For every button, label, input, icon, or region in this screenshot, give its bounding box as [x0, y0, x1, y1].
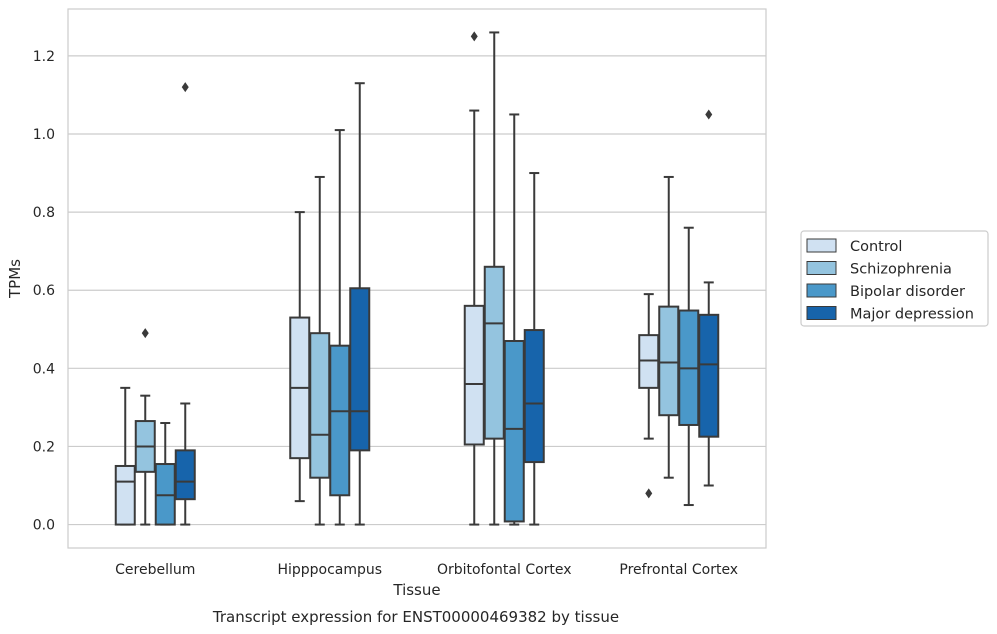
outlier-point: [645, 488, 653, 499]
legend-frame: [800, 230, 989, 327]
box-body: [349, 287, 371, 452]
y-tick-label: 0.8: [33, 205, 55, 221]
box-0-2: [154, 422, 176, 526]
box-3-1: [658, 175, 680, 479]
x-tick-label: Cerebellum: [115, 562, 195, 578]
box-body: [523, 329, 545, 464]
box-3-3: [698, 109, 720, 487]
legend-entry-label: Control: [850, 239, 902, 255]
box-body: [309, 332, 331, 479]
box-body: [174, 449, 196, 501]
chart-caption: Transcript expression for ENST0000046938…: [212, 608, 619, 626]
box-body: [503, 339, 525, 523]
x-axis-ticks: Cerebellum Hipppocampus Orbitofontal Corte…: [115, 562, 738, 578]
y-tick-label: 0.2: [33, 439, 55, 455]
box-2-2: [503, 113, 525, 526]
x-tick-label: Prefrontal Cortex: [619, 562, 738, 578]
legend-swatch: [806, 261, 837, 275]
box-1-0: [289, 211, 311, 503]
legend-entry-label: Bipolar disorder: [850, 284, 965, 300]
y-tick-label: 0.4: [33, 361, 55, 377]
y-tick-label: 1.0: [33, 127, 55, 143]
box-2-3: [523, 172, 545, 526]
legend-swatch: [806, 283, 837, 298]
y-axis-label: TPMs: [6, 259, 24, 299]
box-3-2: [678, 226, 700, 507]
y-tick-label: 0.0: [33, 518, 55, 534]
box-0-0: [114, 386, 136, 526]
y-tick-label: 1.2: [33, 49, 55, 65]
outlier-point: [470, 31, 478, 42]
box-0-3: [174, 82, 196, 526]
box-body: [658, 305, 680, 417]
legend: Control Schizophrenia Bipolar disorder Majo…: [800, 230, 989, 327]
box-body: [114, 464, 136, 526]
box-3-0: [638, 293, 660, 499]
legend-swatch: [806, 306, 837, 320]
box-body: [698, 313, 720, 438]
box-1-1: [309, 175, 331, 526]
x-tick-label: Hipppocampus: [277, 562, 382, 578]
box-0-1: [134, 328, 156, 526]
y-axis-ticks: 0.0 0.2 0.4 0.6 0.8 1.0 1.2: [33, 49, 55, 534]
legend-entry-label: Major depression: [850, 307, 974, 323]
outlier-point: [181, 82, 189, 93]
box-body: [329, 344, 351, 497]
x-axis-label: Tissue: [392, 581, 440, 599]
plot-frame: [67, 8, 767, 549]
x-tick-label: Orbitofontal Cortex: [437, 562, 572, 578]
y-tick-label: 0.6: [33, 283, 55, 299]
box-1-2: [329, 129, 351, 526]
legend-entry-label: Schizophrenia: [850, 262, 952, 278]
outlier-point: [141, 328, 149, 339]
legend-swatch: [806, 238, 837, 253]
box-1-3: [349, 82, 371, 526]
box-2-1: [483, 31, 505, 526]
outlier-point: [705, 109, 713, 120]
box-body: [483, 265, 505, 440]
box-2-0: [463, 31, 485, 526]
box-plot-area: [114, 31, 720, 526]
gridlines: [68, 55, 766, 526]
box-body: [463, 304, 485, 446]
